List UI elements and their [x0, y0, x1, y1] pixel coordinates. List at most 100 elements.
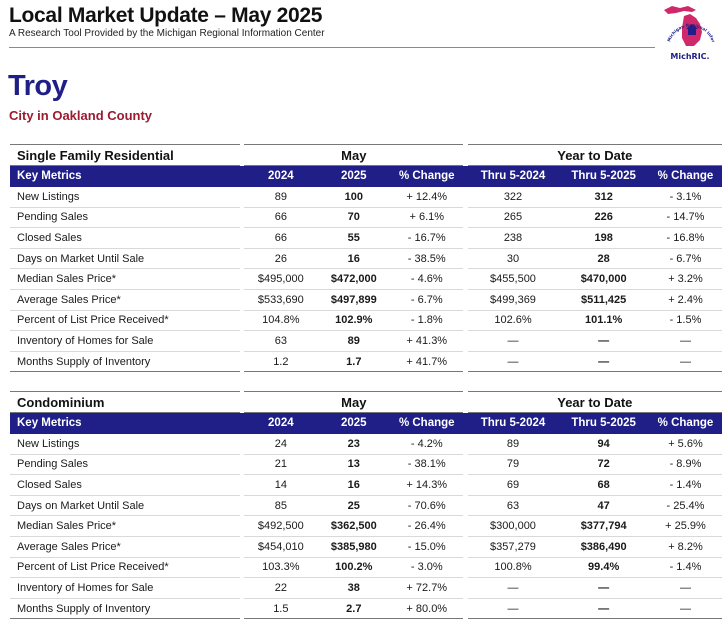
metric-value: $362,500 [317, 515, 391, 537]
metric-value: $385,980 [317, 536, 391, 558]
metric-value: 70 [317, 207, 391, 229]
metric-value: + 12.4% [390, 186, 464, 208]
column-gap [239, 391, 245, 413]
metric-value: 102.9% [317, 310, 391, 332]
column-gap [239, 227, 245, 249]
column-gap [239, 330, 245, 352]
table-row: New Listings 24 23- 4.2% 89 94 + 5.6% [10, 433, 722, 455]
metric-value: 28 [558, 248, 649, 270]
col-2025: 2025 [317, 165, 391, 187]
table-row: Percent of List Price Received* 103.3% 100… [10, 557, 722, 579]
metric-value: 94 [558, 433, 649, 455]
column-gap [463, 289, 468, 311]
column-gap [463, 515, 468, 537]
table-row: Closed Sales 66 55- 16.7% 238 198- 16.8% [10, 227, 722, 249]
metric-value: - 8.9% [648, 454, 722, 476]
metric-value: $357,279 [467, 536, 559, 558]
column-gap [239, 495, 245, 516]
metric-value: 100 [317, 186, 391, 208]
metric-value: 21 [244, 454, 318, 476]
column-gap [463, 165, 468, 187]
metric-value: - 6.7% [390, 289, 464, 311]
table-row: Pending Sales 66 70 + 6.1% 265 226- 14.7% [10, 207, 722, 229]
column-gap [239, 144, 245, 166]
single-family-table: Single Family Residential May Year to Date… [10, 144, 722, 373]
group-header-ytd: Year to Date [467, 144, 722, 166]
county-label: City in Oakland County [9, 108, 153, 123]
metric-value: + 14.3% [390, 474, 464, 496]
table-row: Median Sales Price* $495,000 $472,000- 4.6… [10, 268, 722, 290]
col-thru-2025: Thru 5-2025 [558, 412, 649, 434]
metric-value: 102.6% [467, 310, 559, 332]
michric-logo-icon: Michigan Regional Information Center Mic… [658, 2, 716, 61]
metric-value: $533,690 [244, 289, 318, 311]
metric-label: Pending Sales [10, 207, 240, 229]
metric-label: Pending Sales [10, 454, 240, 476]
column-gap [463, 227, 468, 249]
metric-value: $377,794 [558, 515, 649, 537]
metric-value: - 1.8% [390, 310, 464, 332]
metric-value: — [558, 351, 649, 373]
column-gap [239, 165, 245, 187]
column-gap [463, 186, 468, 208]
column-gap [239, 289, 245, 311]
table-row: Pending Sales 21 13- 38.1% 79 72- 8.9% [10, 454, 722, 476]
metric-label: Days on Market Until Sale [10, 248, 240, 270]
table-row: New Listings 89 100 + 12.4% 322 312- 3.1% [10, 186, 722, 208]
col-thru-2024: Thru 5-2024 [467, 412, 559, 434]
column-gap [463, 268, 468, 290]
group-header-month: May [244, 144, 464, 166]
column-gap [239, 577, 245, 599]
metric-value: $495,000 [244, 268, 318, 290]
metric-value: - 15.0% [390, 536, 464, 558]
metric-label: Months Supply of Inventory [10, 598, 240, 620]
metric-value: 104.8% [244, 310, 318, 332]
column-gap [463, 310, 468, 331]
metric-value: — [467, 330, 559, 352]
column-gap [463, 495, 468, 516]
metric-value: 2.7 [317, 598, 391, 620]
column-gap [239, 454, 245, 475]
column-gap [239, 412, 245, 434]
metric-label: Percent of List Price Received* [10, 310, 240, 332]
metric-value: + 3.2% [648, 268, 722, 290]
metric-value: 89 [317, 330, 391, 352]
table-row: Months Supply of Inventory 1.2 1.7 + 41.7% —… [10, 351, 722, 373]
metric-value: 312 [558, 186, 649, 208]
col-key-metrics: Key Metrics [10, 412, 240, 434]
metric-value: 63 [467, 495, 559, 517]
report-subtitle: A Research Tool Provided by the Michigan… [9, 28, 325, 39]
metric-value: + 25.9% [648, 515, 722, 537]
metric-value: — [558, 598, 649, 620]
column-gap [239, 474, 245, 496]
column-gap [239, 268, 245, 290]
metric-value: 99.4% [558, 557, 649, 579]
metric-value: 38 [317, 577, 391, 599]
column-gap [239, 557, 245, 578]
table-row: Closed Sales 14 16 + 14.3% 69 68- 1.4% [10, 474, 722, 496]
metric-value: - 16.8% [648, 227, 722, 249]
metric-value: + 2.4% [648, 289, 722, 311]
column-gap [463, 557, 468, 578]
column-gap [239, 536, 245, 558]
metric-value: — [648, 577, 722, 599]
metric-value: 30 [467, 248, 559, 270]
table-row: Months Supply of Inventory 1.5 2.7 + 80.0% —… [10, 598, 722, 620]
metric-value: 103.3% [244, 557, 318, 579]
column-gap [239, 248, 245, 269]
metric-value: — [648, 598, 722, 620]
table-row: Days on Market Until Sale 26 16- 38.5% 30 28… [10, 248, 722, 270]
metric-label: Days on Market Until Sale [10, 495, 240, 517]
metric-value: - 4.6% [390, 268, 464, 290]
metric-value: 226 [558, 207, 649, 229]
metric-value: - 70.6% [390, 495, 464, 517]
metric-value: — [648, 351, 722, 373]
column-gap [463, 207, 468, 228]
metric-value: + 72.7% [390, 577, 464, 599]
col-pct-change-ytd: % Change [648, 165, 722, 187]
metric-value: - 3.1% [648, 186, 722, 208]
col-pct-change-month: % Change [390, 165, 464, 187]
metric-value: 85 [244, 495, 318, 517]
metric-value: — [648, 330, 722, 352]
metric-value: — [558, 330, 649, 352]
